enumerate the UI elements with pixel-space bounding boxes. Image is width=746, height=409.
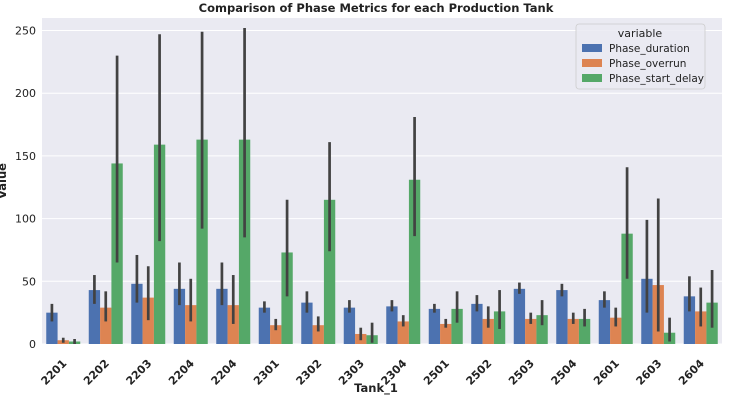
bar — [695, 311, 707, 344]
bar — [173, 288, 186, 344]
legend-frame — [575, 23, 706, 90]
x-tick-label: 2501 — [421, 357, 452, 388]
bar — [440, 323, 452, 344]
x-tick-label: 2202 — [81, 357, 112, 388]
bar — [270, 325, 282, 344]
y-tick-label: 100 — [15, 213, 36, 226]
chart-title: Comparison of Phase Metrics for each Pro… — [199, 1, 554, 15]
y-tick-label: 150 — [15, 150, 36, 163]
x-tick-label: 2204 — [166, 357, 197, 388]
error-bars — [50, 28, 714, 344]
legend-entry: Phase_start_delay — [609, 73, 704, 85]
bar — [567, 318, 579, 344]
x-tick-label: 2502 — [464, 357, 495, 388]
bar — [216, 288, 228, 344]
bar — [238, 139, 251, 344]
x-tick-label: 2302 — [294, 357, 325, 388]
bar — [153, 144, 166, 344]
bar — [621, 233, 633, 344]
legend-swatch — [582, 74, 602, 82]
y-tick-label: 200 — [15, 87, 36, 100]
bar — [301, 302, 313, 344]
bar — [578, 318, 591, 344]
bar — [451, 308, 463, 344]
y-axis-label: Value — [0, 163, 9, 199]
bar — [196, 139, 208, 344]
bar — [46, 312, 58, 344]
bar — [323, 199, 336, 344]
x-tick-label: 2601 — [591, 357, 622, 388]
y-tick-label: 250 — [15, 25, 36, 38]
bar — [598, 300, 611, 344]
bar — [408, 179, 421, 344]
bar — [185, 305, 197, 344]
bar — [281, 252, 293, 344]
bar — [88, 290, 101, 344]
y-tick-label: 50 — [22, 275, 36, 288]
legend-swatch — [582, 59, 602, 67]
x-tick-label: 2504 — [549, 357, 580, 388]
bar — [683, 296, 696, 344]
bar — [131, 283, 143, 344]
y-tick-label: 0 — [29, 338, 36, 351]
bar — [536, 315, 548, 344]
x-axis-label: Tank_1 — [354, 381, 398, 396]
legend-entry: Phase_overrun — [609, 58, 686, 70]
bar — [312, 325, 324, 344]
x-tick-label: 2604 — [676, 357, 707, 388]
y-axis: 0 50 100 150 200 250 — [15, 25, 36, 351]
x-tick-label: 2203 — [124, 357, 155, 388]
bar — [142, 297, 154, 344]
bar — [525, 318, 537, 344]
legend: variable Phase_duration Phase_overrun Phas… — [575, 23, 706, 90]
x-tick-label: 2204 — [209, 357, 240, 388]
bar — [513, 288, 526, 344]
x-tick-label: 2301 — [251, 357, 282, 388]
x-tick-label: 2503 — [506, 357, 537, 388]
bar — [428, 308, 441, 344]
x-tick-label: 2603 — [634, 357, 665, 388]
bar — [227, 305, 239, 344]
bar — [100, 307, 112, 344]
bar — [556, 290, 568, 344]
legend-swatch — [582, 44, 602, 52]
bar — [482, 318, 494, 344]
bar — [471, 303, 483, 344]
bar — [386, 306, 398, 344]
bar — [610, 317, 622, 344]
legend-title: variable — [618, 27, 663, 40]
bar — [397, 321, 409, 344]
bar — [258, 307, 271, 344]
legend-entry: Phase_duration — [609, 43, 690, 55]
bars — [46, 139, 718, 344]
x-tick-label: 2201 — [39, 357, 70, 388]
bar — [343, 307, 356, 344]
